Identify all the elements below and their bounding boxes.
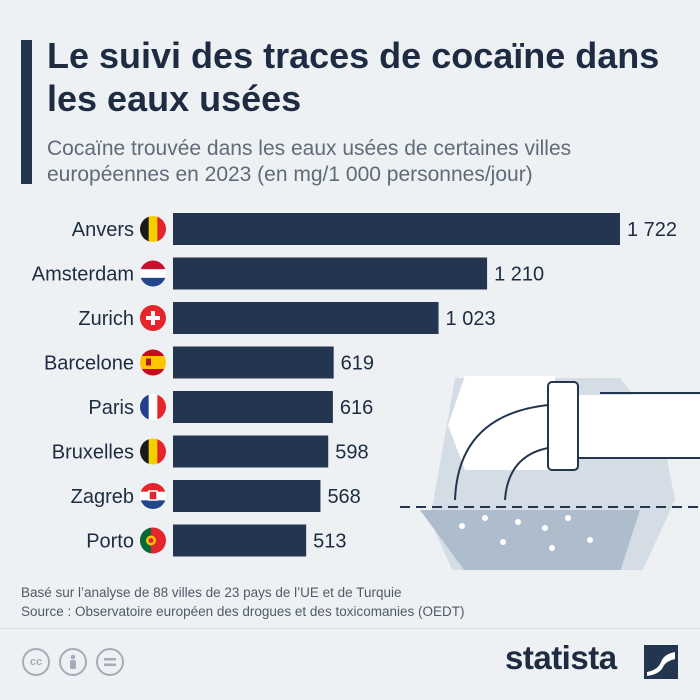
bar-row: Paris 616 [88, 391, 373, 423]
bars-group: Anvers 1 722 Amsterdam 1 210 Zurich 1 023 Barc… [32, 213, 677, 557]
no-derivatives-icon[interactable] [96, 648, 124, 676]
value-label: 513 [313, 531, 346, 553]
value-label: 1 722 [627, 219, 677, 241]
note-source: Source : Observatoire européen des drogu… [21, 604, 465, 619]
value-label: 568 [327, 486, 360, 508]
fr-flag-icon [140, 394, 166, 420]
note-basis: Basé sur l’analyse de 88 villes de 23 pa… [21, 585, 402, 600]
category-label: Barcelone [44, 353, 134, 375]
person-icon [70, 654, 76, 669]
value-label: 619 [341, 353, 374, 375]
category-label: Zagreb [71, 486, 134, 508]
bar [173, 435, 329, 468]
category-label: Zurich [78, 308, 134, 330]
page-subtitle: Cocaïne trouvée dans les eaux usées de c… [47, 137, 572, 186]
bar-row: Barcelone 619 [44, 346, 374, 379]
bar [173, 524, 307, 557]
equals-icon [104, 658, 116, 666]
hr-flag-icon [140, 483, 166, 509]
statista-brand[interactable]: statista [505, 639, 617, 676]
page-title: Le suivi des traces de cocaïne dans les … [47, 35, 660, 119]
nl-flag-icon [140, 260, 166, 287]
title-accent-bar [21, 40, 32, 184]
category-label: Amsterdam [32, 264, 134, 286]
pt-flag-icon [140, 527, 166, 554]
bar-row: Zurich 1 023 [78, 302, 496, 334]
footer-divider [0, 628, 700, 629]
be-flag-icon [140, 438, 166, 465]
bar [173, 346, 334, 379]
chart-notes: Basé sur l’analyse de 88 villes de 23 pa… [21, 583, 671, 621]
bar-row: Anvers 1 722 [72, 213, 677, 245]
be-flag-icon [140, 216, 166, 242]
bar [173, 302, 439, 334]
category-label: Anvers [72, 219, 134, 241]
category-label: Porto [86, 531, 134, 553]
bar-row: Bruxelles 598 [52, 435, 369, 468]
bar [173, 480, 321, 512]
license-icons: cc [22, 648, 124, 676]
bar [173, 391, 333, 423]
bar-row: Zagreb 568 [71, 480, 361, 512]
ch-flag-icon [140, 305, 166, 331]
value-label: 598 [335, 442, 368, 464]
es-flag-icon [140, 349, 166, 376]
bar [173, 257, 488, 290]
category-label: Paris [88, 397, 134, 419]
value-label: 616 [340, 397, 373, 419]
cc-icon[interactable]: cc [22, 648, 50, 676]
value-label: 1 023 [446, 308, 496, 330]
attribution-icon[interactable] [59, 648, 87, 676]
pipe-illustration [400, 376, 700, 570]
statista-logo-icon[interactable] [644, 645, 678, 679]
category-label: Bruxelles [52, 442, 134, 464]
bar-row: Porto 513 [86, 524, 347, 557]
bar-row: Amsterdam 1 210 [32, 257, 544, 290]
value-label: 1 210 [494, 264, 544, 286]
bar-chart: Anvers 1 722 Amsterdam 1 210 Zurich 1 023 Barc… [32, 213, 700, 570]
bar [173, 213, 620, 245]
